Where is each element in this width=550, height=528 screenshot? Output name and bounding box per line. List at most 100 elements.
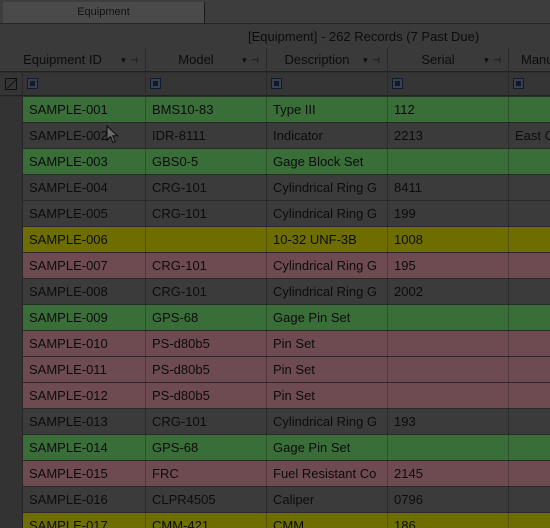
clear-filter-icon[interactable] [5,78,17,90]
cell-id[interactable]: SAMPLE-007 [23,253,146,279]
table-row[interactable]: SAMPLE-011 PS-d80b5 Pin Set [0,357,550,383]
table-row[interactable]: SAMPLE-017 CMM-421 CMM 186 [0,513,550,528]
cell-serial[interactable] [388,331,509,357]
table-row[interactable]: SAMPLE-003 GBS0-5 Gage Block Set [0,149,550,175]
cell-desc[interactable]: Pin Set [267,383,388,409]
cell-manu[interactable] [509,357,550,383]
cell-manu[interactable] [509,175,550,201]
table-row[interactable]: SAMPLE-004 CRG-101 Cylindrical Ring G 8411 [0,175,550,201]
filter-cell-serial[interactable] [388,73,509,96]
filter-corner[interactable] [0,73,23,96]
filter-cell-model[interactable] [146,73,267,96]
row-selector[interactable] [0,513,23,528]
cell-serial[interactable]: 2002 [388,279,509,305]
tab-equipment[interactable]: Equipment [3,2,205,23]
cell-serial[interactable]: 8411 [388,175,509,201]
cell-model[interactable]: PS-d80b5 [146,383,267,409]
cell-model[interactable]: GPS-68 [146,305,267,331]
table-row[interactable]: SAMPLE-008 CRG-101 Cylindrical Ring G 2002 [0,279,550,305]
row-selector[interactable] [0,461,23,487]
cell-manu[interactable]: East C [509,123,550,149]
cell-desc[interactable]: Cylindrical Ring G [267,409,388,435]
filter-operator-icon[interactable] [392,78,403,89]
cell-model[interactable]: CRG-101 [146,201,267,227]
cell-id[interactable]: SAMPLE-001 [23,97,146,123]
cell-model[interactable]: FRC [146,461,267,487]
cell-model[interactable]: CRG-101 [146,279,267,305]
cell-id[interactable]: SAMPLE-002 [23,123,146,149]
filter-cell-manufacturer[interactable] [509,73,550,96]
table-row[interactable]: SAMPLE-001 BMS10-83 Type III 112 [0,97,550,123]
cell-manu[interactable] [509,487,550,513]
table-row[interactable]: SAMPLE-013 CRG-101 Cylindrical Ring G 193 [0,409,550,435]
row-selector[interactable] [0,305,23,331]
cell-serial[interactable] [388,435,509,461]
row-selector[interactable] [0,383,23,409]
row-selector[interactable] [0,253,23,279]
row-selector[interactable] [0,357,23,383]
table-row[interactable]: SAMPLE-007 CRG-101 Cylindrical Ring G 195 [0,253,550,279]
cell-id[interactable]: SAMPLE-005 [23,201,146,227]
cell-desc[interactable]: Pin Set [267,331,388,357]
cell-model[interactable]: IDR-8111 [146,123,267,149]
cell-model[interactable]: CMM-421 [146,513,267,528]
cell-id[interactable]: SAMPLE-003 [23,149,146,175]
column-header-serial[interactable]: Serial ▾ ⊣ [388,48,509,72]
cell-desc[interactable]: Caliper [267,487,388,513]
column-header-manufacturer[interactable]: Manu [509,48,550,72]
table-row[interactable]: SAMPLE-016 CLPR4505 Caliper 0796 [0,487,550,513]
cell-id[interactable]: SAMPLE-015 [23,461,146,487]
cell-desc[interactable]: Fuel Resistant Co [267,461,388,487]
filter-cell-equipment-id[interactable] [23,73,146,96]
row-selector[interactable] [0,435,23,461]
filter-cell-description[interactable] [267,73,388,96]
table-row[interactable]: SAMPLE-014 GPS-68 Gage Pin Set [0,435,550,461]
cell-id[interactable]: SAMPLE-008 [23,279,146,305]
cell-manu[interactable] [509,201,550,227]
cell-model[interactable]: CRG-101 [146,253,267,279]
cell-model[interactable]: CRG-101 [146,175,267,201]
table-row[interactable]: SAMPLE-005 CRG-101 Cylindrical Ring G 199 [0,201,550,227]
cell-serial[interactable]: 199 [388,201,509,227]
cell-model[interactable] [146,227,267,253]
cell-id[interactable]: SAMPLE-011 [23,357,146,383]
cell-model[interactable]: BMS10-83 [146,97,267,123]
cell-id[interactable]: SAMPLE-014 [23,435,146,461]
cell-desc[interactable]: Pin Set [267,357,388,383]
cell-id[interactable]: SAMPLE-017 [23,513,146,528]
cell-id[interactable]: SAMPLE-012 [23,383,146,409]
table-row[interactable]: SAMPLE-012 PS-d80b5 Pin Set [0,383,550,409]
cell-model[interactable]: CRG-101 [146,409,267,435]
cell-model[interactable]: PS-d80b5 [146,357,267,383]
cell-manu[interactable] [509,305,550,331]
cell-manu[interactable] [509,149,550,175]
row-selector[interactable] [0,149,23,175]
cell-manu[interactable] [509,253,550,279]
cell-serial[interactable]: 2213 [388,123,509,149]
cell-manu[interactable] [509,97,550,123]
row-selector[interactable] [0,409,23,435]
cell-id[interactable]: SAMPLE-016 [23,487,146,513]
cell-serial[interactable] [388,149,509,175]
cell-serial[interactable]: 2145 [388,461,509,487]
cell-desc[interactable]: Cylindrical Ring G [267,279,388,305]
cell-manu[interactable] [509,383,550,409]
filter-operator-icon[interactable] [27,78,38,89]
cell-manu[interactable] [509,279,550,305]
cell-desc[interactable]: Cylindrical Ring G [267,175,388,201]
cell-manu[interactable] [509,461,550,487]
row-selector[interactable] [0,487,23,513]
cell-desc[interactable]: Cylindrical Ring G [267,201,388,227]
cell-desc[interactable]: Gage Pin Set [267,435,388,461]
cell-manu[interactable] [509,331,550,357]
cell-desc[interactable]: 10-32 UNF-3B [267,227,388,253]
column-header-model[interactable]: Model ▾ ⊣ [146,48,267,72]
cell-serial[interactable]: 112 [388,97,509,123]
cell-manu[interactable] [509,409,550,435]
row-selector[interactable] [0,279,23,305]
cell-model[interactable]: PS-d80b5 [146,331,267,357]
cell-id[interactable]: SAMPLE-013 [23,409,146,435]
cell-desc[interactable]: Gage Block Set [267,149,388,175]
row-selector[interactable] [0,331,23,357]
